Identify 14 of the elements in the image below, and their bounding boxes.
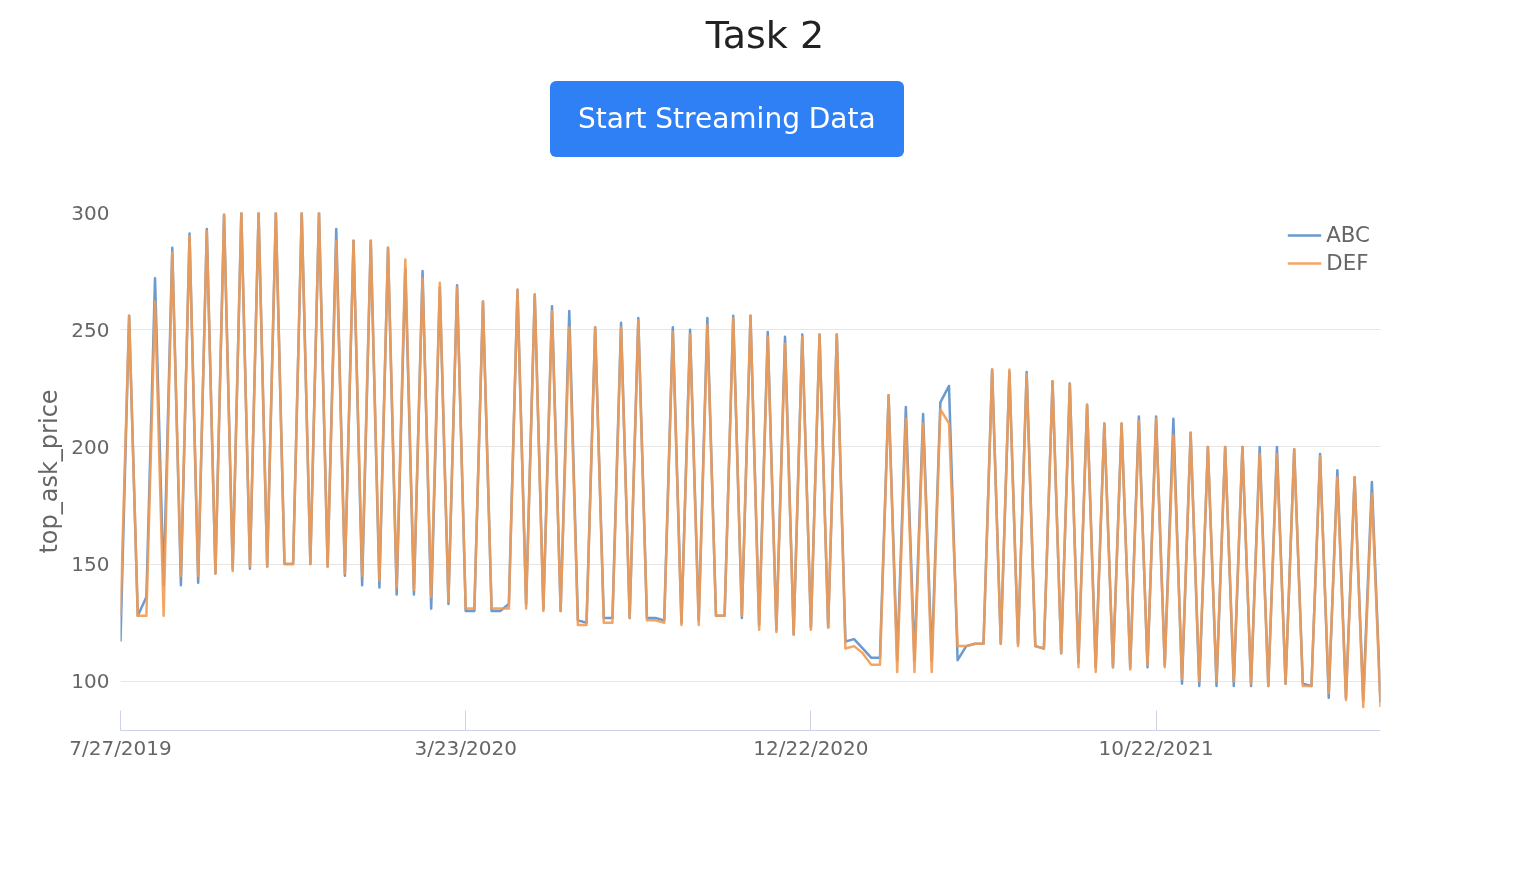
legend-label: DEF: [1326, 250, 1369, 276]
y-axis-title: top_ask_price: [35, 389, 64, 554]
chart-title: Task 2: [705, 12, 825, 59]
x-tick-label: 3/23/2020: [414, 735, 517, 760]
x-tick-label: 12/22/2020: [753, 735, 869, 760]
x-tick-label: 10/22/2021: [1098, 735, 1214, 760]
y-tick-label: 150: [71, 552, 110, 577]
y-tick-label: 100: [71, 669, 110, 694]
y-tick-label: 200: [71, 435, 110, 460]
y-tick-label: 250: [71, 317, 110, 342]
x-tick-label: 7/27/2019: [69, 735, 172, 760]
y-tick-label: 300: [71, 200, 110, 225]
legend-label: ABC: [1326, 222, 1370, 248]
text: Start Streaming Data: [578, 101, 876, 138]
